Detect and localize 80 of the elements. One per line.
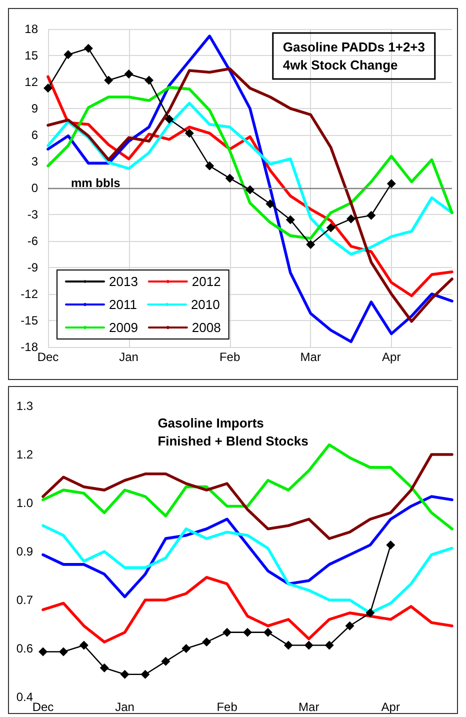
point [79, 640, 88, 650]
point [326, 223, 336, 232]
legend-label: 2008 [192, 320, 221, 335]
legend-label: 2010 [190, 297, 220, 312]
y-tick-label: 0.6 [16, 642, 34, 656]
line-series [46, 34, 454, 344]
point [306, 240, 316, 250]
text: Gasoline Imports Finished + Blend Stocks [158, 416, 308, 448]
y-tick-label: 12 [24, 75, 38, 89]
point [104, 76, 114, 85]
y-tick-label: 0.4 [16, 690, 34, 704]
text: Gasoline PADDs 1+2+3 4wk Stock Change [282, 40, 426, 72]
x-tick-label: Jan [119, 350, 138, 364]
point [44, 84, 52, 93]
line-series [46, 86, 454, 240]
x-tick-label: Jan [115, 700, 134, 714]
point [324, 640, 334, 650]
legend-label: 2013 [109, 274, 138, 289]
y-tick-label: 0 [31, 181, 38, 195]
x-tick-label: Feb [219, 350, 240, 364]
y-tick-label: 18 [24, 22, 38, 36]
y-tick-label: -18 [20, 340, 38, 354]
x-tick-label: Apr [382, 350, 401, 364]
point [366, 210, 376, 220]
y-axis-title: mm bbls [71, 176, 121, 190]
point [304, 640, 314, 650]
point [100, 663, 109, 672]
x-tick-label: Mar [300, 350, 321, 364]
point [38, 647, 48, 656]
y-tick-label: 9 [31, 102, 38, 116]
y-tick-label: 0.7 [16, 593, 34, 607]
y-tick-label: -9 [27, 260, 38, 274]
point [182, 644, 191, 653]
point [266, 199, 275, 208]
point [124, 70, 134, 79]
point [184, 128, 194, 138]
legend-label: 2011 [109, 297, 137, 312]
y-tick-label: -12 [20, 287, 38, 301]
point [58, 647, 68, 656]
legend-label: 2012 [192, 274, 221, 289]
point [225, 174, 234, 183]
y-tick-label: 1.3 [16, 399, 34, 413]
point [345, 621, 354, 630]
x-tick-label: Feb [216, 700, 238, 714]
point [386, 540, 396, 550]
point [346, 214, 356, 224]
line-series [42, 576, 454, 644]
point [64, 50, 73, 60]
x-tick-label: Dec [37, 350, 59, 364]
point [286, 215, 295, 224]
y-tick-label: 6 [31, 128, 38, 142]
point [84, 44, 93, 53]
y-tick-label: 3 [31, 154, 38, 168]
point [120, 670, 130, 679]
y-tick-label: -3 [27, 208, 38, 222]
point [386, 179, 396, 188]
x-tick-label: Mar [298, 700, 320, 714]
x-tick-label: Dec [32, 700, 54, 714]
y-tick-label: -15 [20, 314, 38, 328]
line-series [42, 453, 454, 540]
point [161, 656, 170, 666]
point [222, 628, 232, 637]
y-tick-label: 1.0 [16, 496, 34, 510]
point [164, 114, 174, 124]
point [284, 640, 293, 650]
y-tick-label: 0.9 [16, 544, 34, 558]
y-tick-label: 15 [24, 48, 38, 62]
point [140, 670, 150, 679]
point [144, 76, 154, 85]
y-tick-label: 1.2 [16, 448, 34, 462]
legend-label: 2009 [109, 320, 138, 335]
point [246, 185, 254, 194]
point [243, 628, 252, 637]
point [202, 638, 212, 647]
point [205, 161, 214, 170]
line-series [46, 102, 454, 256]
point [263, 628, 272, 637]
point [366, 608, 375, 618]
line-series [42, 495, 454, 598]
y-tick-label: -6 [27, 234, 38, 248]
